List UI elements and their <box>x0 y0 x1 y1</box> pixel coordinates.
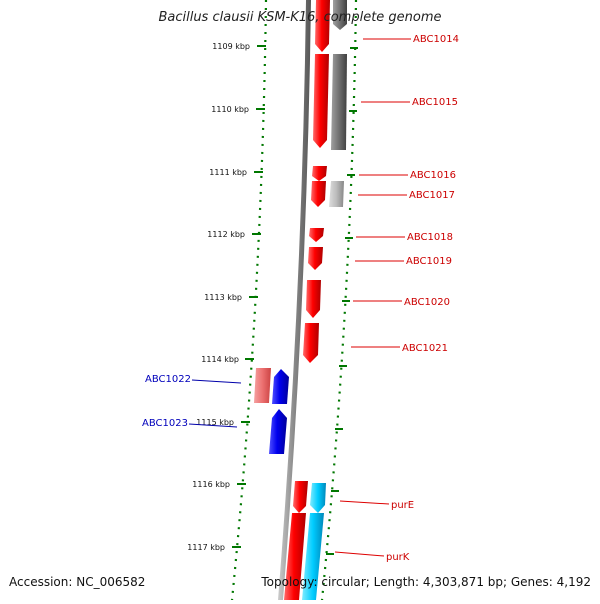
gene-label-abc1017[interactable]: ABC1017 <box>409 190 455 201</box>
gene-abc1021[interactable] <box>303 323 319 363</box>
gene-label-pure[interactable]: purE <box>391 500 414 511</box>
gene-pure[interactable] <box>293 481 308 513</box>
gene-abc1018[interactable] <box>309 228 324 242</box>
gene-label-abc1015[interactable]: ABC1015 <box>412 97 458 108</box>
leader-line <box>339 500 390 505</box>
scale-ticks <box>232 45 266 548</box>
gene-label-abc1023[interactable]: ABC1023 <box>142 418 188 429</box>
gene-label-abc1022[interactable]: ABC1022 <box>145 374 191 385</box>
gene-abc1016[interactable] <box>312 166 327 181</box>
gene-abc1023[interactable] <box>269 409 287 454</box>
gene-grey-top[interactable] <box>333 0 347 30</box>
forward-strand-genes <box>284 0 330 600</box>
gene-position-ticks <box>326 47 358 555</box>
scale-tick-label: 1110 kbp <box>211 105 249 114</box>
scale-tick-label: 1109 kbp <box>212 42 250 51</box>
cyan-genes <box>302 483 326 600</box>
label-leaders-left <box>188 379 242 428</box>
scale-tick-label: 1113 kbp <box>204 293 242 302</box>
gene-abc1017-left[interactable] <box>311 181 326 207</box>
scale-tick-label: 1117 kbp <box>187 543 225 552</box>
gene-abc1019[interactable] <box>308 247 323 270</box>
gene-label-abc1016[interactable]: ABC1016 <box>410 170 456 181</box>
gene-cyan-1[interactable] <box>310 483 326 513</box>
gene-abc1015-grey[interactable] <box>331 54 347 150</box>
gene-abc1015[interactable] <box>313 54 329 148</box>
scale-tick-label: 1116 kbp <box>192 480 230 489</box>
gene-cyan-2[interactable] <box>302 513 324 600</box>
gene-abc1014[interactable] <box>315 0 330 52</box>
reverse-strand-genes <box>254 368 289 454</box>
leader-line <box>191 379 242 384</box>
gene-abc1022-pseudo[interactable] <box>254 368 271 403</box>
gene-label-abc1021[interactable]: ABC1021 <box>402 343 448 354</box>
gene-label-abc1019[interactable]: ABC1019 <box>406 256 452 267</box>
topology-text: Topology: circular; Length: 4,303,871 bp… <box>261 575 591 589</box>
gene-abc1017[interactable] <box>329 181 344 207</box>
map-title: Bacillus clausii KSM-K16, complete genom… <box>158 10 442 25</box>
gene-purk[interactable] <box>284 513 306 600</box>
scale-tick-label: 1112 kbp <box>207 230 245 239</box>
gene-label-abc1020[interactable]: ABC1020 <box>404 297 450 308</box>
gene-label-abc1018[interactable]: ABC1018 <box>407 232 453 243</box>
scale-tick-label: 1111 kbp <box>209 168 247 177</box>
gene-label-purk[interactable]: purK <box>386 552 410 563</box>
other-genes <box>329 0 347 207</box>
leader-line <box>334 551 385 557</box>
scale-tick-label: 1115 kbp <box>196 418 234 427</box>
scale-tick-label: 1114 kbp <box>201 355 239 364</box>
gene-label-abc1014[interactable]: ABC1014 <box>413 34 459 45</box>
leader-line <box>188 423 238 428</box>
label-leaders-right <box>334 38 411 557</box>
genome-backbone <box>278 0 311 600</box>
accession-text: Accession: NC_006582 <box>9 575 146 589</box>
gene-abc1022[interactable] <box>272 369 289 404</box>
gene-abc1020[interactable] <box>306 280 321 318</box>
